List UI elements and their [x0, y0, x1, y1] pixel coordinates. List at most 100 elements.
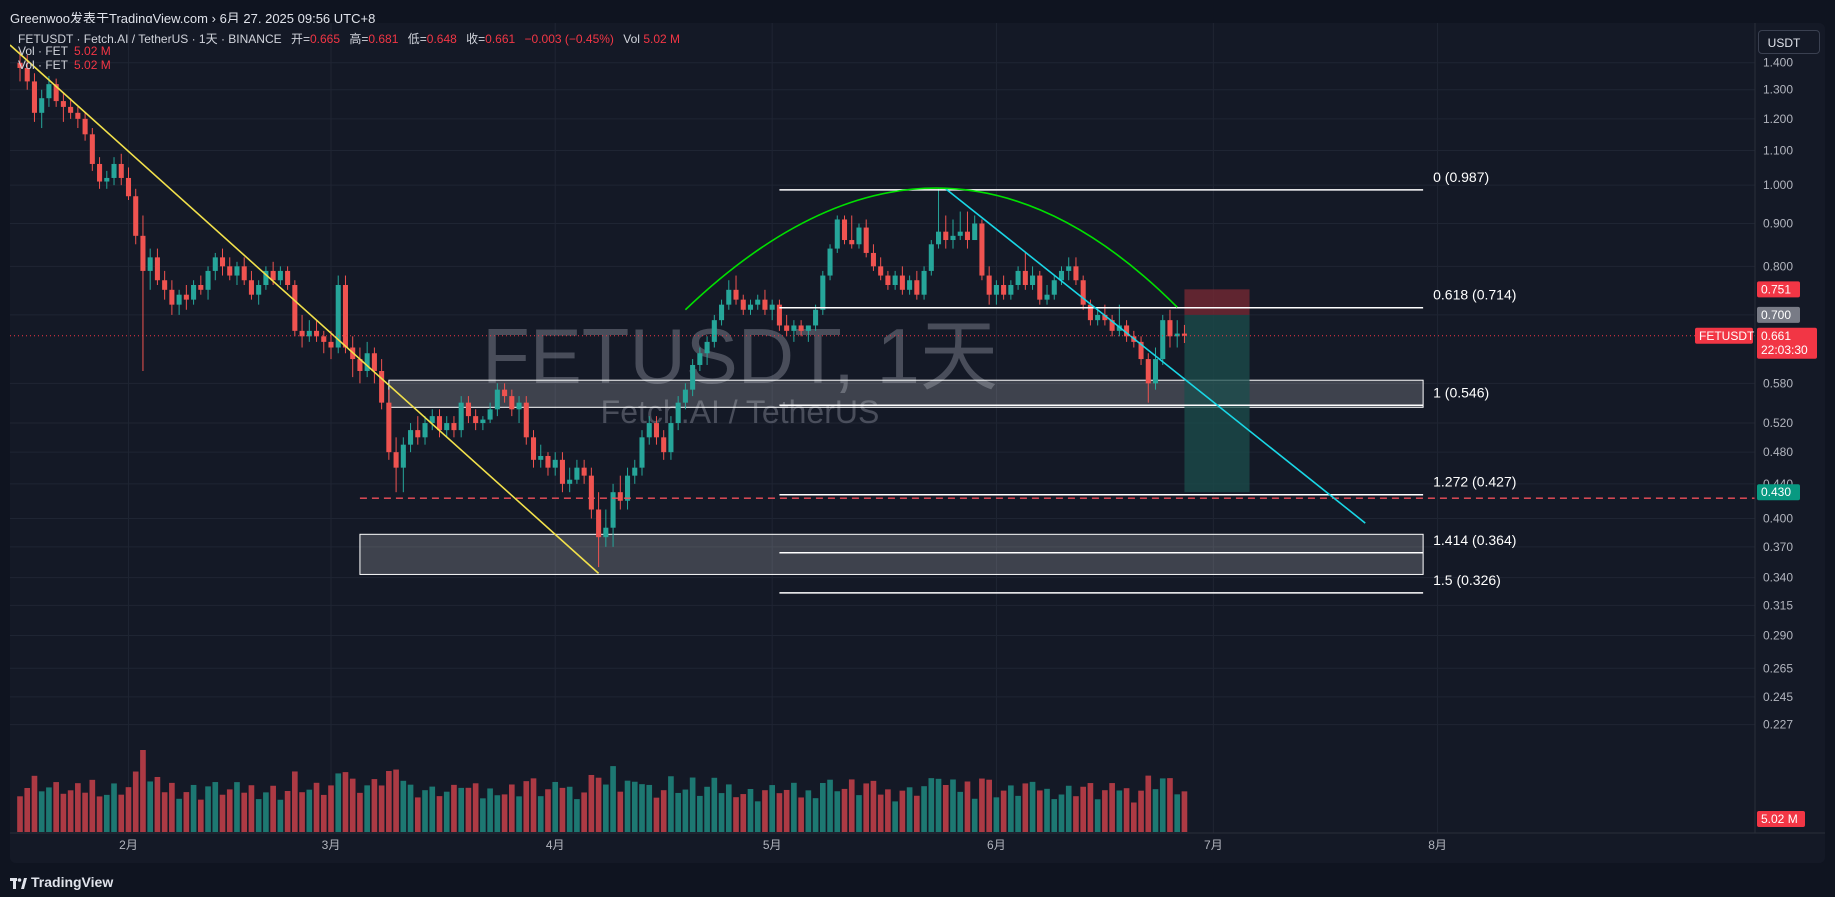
volume-bar: [183, 792, 190, 832]
candle-body: [805, 325, 811, 331]
candle-body: [219, 257, 226, 267]
candle-body: [176, 294, 182, 305]
volume-bar: [132, 771, 139, 832]
volume-bar: [451, 784, 457, 832]
volume-bar: [1080, 786, 1087, 832]
high-value: 0.681: [368, 32, 399, 46]
candle-body: [552, 459, 558, 468]
volume-bar: [125, 787, 132, 832]
price-tick-label: 0.265: [1763, 661, 1793, 675]
volume-bar: [472, 783, 479, 832]
chart-frame[interactable]: FETUSDT, 1天 Fetch.AI / TetherUS 0 (0.987) 0…: [10, 23, 1825, 863]
candle-body: [719, 304, 725, 321]
candle-body: [1152, 359, 1159, 384]
candle-body: [653, 423, 659, 438]
candle-body: [740, 299, 746, 310]
candle-body: [212, 257, 218, 271]
candle-body: [140, 235, 146, 271]
watermark-symbol: FETUSDT, 1天: [482, 312, 998, 400]
symbol-description: FETUSDT · Fetch.AI / TetherUS · 1天 · BIN…: [18, 32, 282, 46]
volume-bar: [335, 773, 342, 832]
candle-body: [834, 219, 840, 249]
volume-bar: [31, 775, 38, 832]
volume-bar: [942, 785, 949, 832]
volume-bar: [154, 776, 161, 832]
volume-bar: [1058, 794, 1065, 832]
publisher: Greenwoo发表于TradingView.com: [10, 11, 208, 26]
candle-body: [870, 252, 876, 267]
volume-bar: [653, 797, 660, 832]
candle-body: [256, 284, 262, 295]
target-price-label: 0.430: [1761, 485, 1791, 499]
candle-body: [704, 341, 710, 354]
support-zone: [359, 533, 1424, 575]
vol-row-label: Vol · FET: [18, 58, 69, 72]
volume-bar: [848, 779, 855, 832]
volume-legend-2[interactable]: Vol · FET 5.02 M: [18, 58, 111, 72]
volume-bar: [740, 794, 747, 832]
candle-body: [111, 163, 117, 178]
candle-body: [617, 492, 623, 501]
candle-body: [1080, 280, 1086, 305]
tradingview-brand[interactable]: TradingView: [10, 874, 113, 890]
candle-body: [993, 284, 999, 295]
candle-body: [465, 402, 471, 417]
volume-bar: [1116, 790, 1123, 832]
candle-body: [234, 266, 240, 276]
bottom-bar: TradingView: [0, 866, 1835, 897]
volume-bar: [668, 776, 674, 832]
volume-bar: [581, 792, 587, 832]
candle-body: [1181, 333, 1187, 336]
candle-body: [314, 330, 320, 337]
volume-bar: [776, 793, 783, 832]
volume-bar: [357, 792, 363, 832]
entry-price-label-bg: [1757, 306, 1800, 323]
volume-bar: [1094, 799, 1101, 832]
candle-body: [813, 309, 819, 326]
volume-bar: [161, 792, 168, 832]
candle-body: [118, 163, 124, 178]
volume-bar: [631, 781, 638, 832]
volume-bar: [1073, 796, 1079, 832]
candle-body: [364, 353, 370, 371]
candle-body: [60, 101, 66, 107]
volume-bar: [407, 784, 414, 832]
volume-bar: [646, 784, 653, 832]
volume-bar: [964, 781, 971, 832]
volume-legend-1[interactable]: Vol · FET 5.02 M: [18, 44, 111, 58]
symbol-legend[interactable]: FETUSDT · Fetch.AI / TetherUS · 1天 · BIN…: [18, 30, 680, 47]
position-reward-zone: [1184, 314, 1250, 493]
time-tick-label: 7月: [1204, 838, 1223, 852]
candle-body: [125, 177, 132, 197]
candle-body: [530, 437, 537, 460]
candle-body: [473, 416, 479, 424]
candle-body: [444, 423, 450, 431]
trend-line: [945, 188, 1366, 524]
candle-body: [306, 330, 312, 337]
volume-bar: [299, 792, 305, 832]
currency-button[interactable]: USDT: [1758, 30, 1820, 54]
tradingview-logo-icon: [10, 877, 27, 889]
candle-body: [936, 231, 942, 245]
volume-bar: [1036, 790, 1043, 832]
volume-bar: [75, 783, 81, 832]
volume-bar: [255, 799, 262, 832]
volume-bar: [725, 784, 732, 832]
candle-body: [285, 270, 291, 285]
candle-body: [89, 134, 95, 164]
volume-bar: [53, 782, 59, 832]
volume-bar: [508, 784, 515, 832]
candle-body: [878, 266, 884, 276]
candle-body: [400, 444, 406, 468]
volume-bar: [1102, 790, 1108, 832]
last-price-label: 0.661: [1761, 329, 1791, 343]
volume-bar: [957, 791, 964, 832]
volume-bar: [530, 778, 537, 832]
entry-price-label: 0.700: [1761, 308, 1791, 322]
volume-bar: [393, 769, 399, 832]
candle-body: [509, 396, 515, 410]
volume-bar: [263, 792, 269, 832]
price-tick-label: 0.370: [1763, 540, 1793, 554]
candle-body: [1138, 341, 1144, 360]
